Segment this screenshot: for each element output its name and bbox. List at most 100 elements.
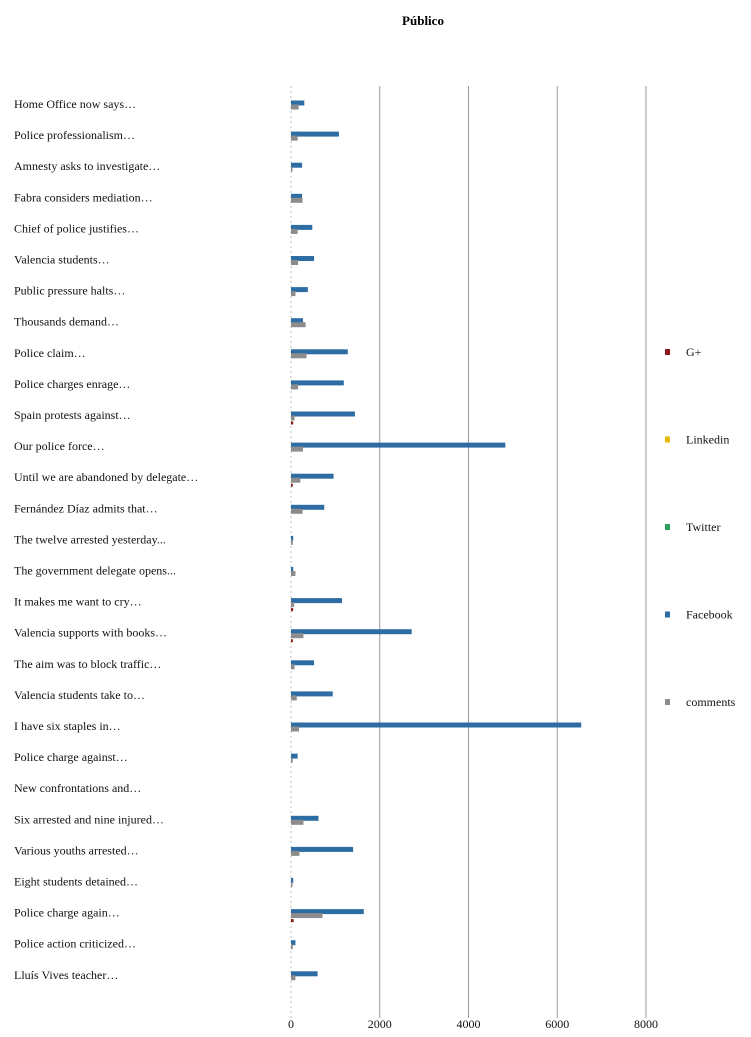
bar-comments-7 [291, 322, 306, 328]
x-axis-ticks: 0 2000 4000 6000 8000 [288, 1017, 658, 1031]
legend-swatch-comments [665, 699, 670, 705]
bar-comments-18 [291, 664, 295, 670]
category-label: Police claim… [14, 346, 86, 360]
bar-facebook-11 [291, 442, 506, 448]
chart-title: Público [402, 13, 444, 28]
category-label: Six arrested and nine injured… [14, 812, 164, 826]
bar-comments-6 [291, 291, 296, 297]
legend-label: G+ [686, 345, 702, 359]
bar-facebook-14 [291, 535, 294, 541]
bar-facebook-6 [291, 287, 308, 293]
bar-comments-11 [291, 446, 303, 452]
bar-facebook-23 [291, 815, 319, 821]
category-label: The government delegate opens... [14, 564, 176, 578]
bar-facebook-5 [291, 256, 315, 261]
bar-facebook-17 [291, 629, 412, 635]
bar-facebook-25 [291, 878, 294, 883]
legend-swatch-g [665, 349, 670, 355]
bar-comments-24 [291, 850, 300, 856]
x-tick-label: 4000 [457, 1017, 481, 1031]
bar-comments-10 [291, 415, 295, 421]
bar-facebook-21 [291, 753, 298, 759]
legend-label: Linkedin [686, 433, 729, 447]
category-label: Fabra considers mediation… [14, 190, 153, 204]
bar-comments-15 [291, 571, 296, 576]
category-label: Chief of police justifies… [14, 221, 139, 235]
bar-comments-1 [291, 135, 298, 141]
bar-g-16 [291, 608, 294, 612]
category-label: Eight students detained… [14, 875, 138, 889]
category-label: Police charges enrage… [14, 377, 130, 391]
bar-comments-16 [291, 602, 295, 608]
category-label: Spain protests against… [14, 408, 131, 422]
bar-comments-27 [291, 944, 293, 950]
bar-facebook-27 [291, 940, 296, 946]
bar-facebook-20 [291, 722, 582, 728]
legend-swatch-facebook [665, 611, 670, 618]
bar-comments-17 [291, 633, 304, 639]
bar-g-17 [291, 639, 293, 643]
bar-comments-23 [291, 819, 304, 825]
category-label: Thousands demand… [14, 315, 119, 329]
bar-comments-21 [291, 757, 293, 763]
legend: G+ Linkedin Twitter Facebook comments [665, 345, 736, 709]
bar-facebook-26 [291, 909, 364, 915]
category-label: Our police force… [14, 439, 105, 453]
bar-facebook-0 [291, 100, 305, 106]
category-label: The aim was to block traffic… [14, 657, 161, 671]
category-label: New confrontations and… [14, 781, 141, 795]
bar-facebook-15 [291, 567, 294, 572]
bar-g-12 [291, 483, 293, 487]
legend-label: Twitter [686, 520, 720, 534]
category-label: Valencia supports with books… [14, 626, 167, 640]
category-label: Until we are abandoned by delegate… [14, 470, 198, 484]
bar-comments-28 [291, 975, 296, 981]
category-label: Public pressure halts… [14, 284, 125, 298]
bar-comments-8 [291, 353, 307, 359]
bar-comments-12 [291, 477, 301, 483]
bar-comments-5 [291, 260, 299, 265]
bar-facebook-1 [291, 131, 339, 137]
legend-label: comments [686, 695, 736, 709]
category-label: Valencia students take to… [14, 688, 145, 702]
bar-facebook-24 [291, 846, 354, 852]
category-label: The twelve arrested yesterday... [14, 532, 166, 546]
category-label: Home Office now says… [14, 97, 136, 111]
legend-swatch-twitter [665, 524, 670, 530]
bar-facebook-2 [291, 162, 303, 168]
bar-comments-26 [291, 913, 323, 919]
bars [291, 100, 582, 981]
bar-facebook-18 [291, 660, 315, 666]
category-labels: Home Office now says… Police professional… [14, 97, 198, 982]
bar-comments-3 [291, 197, 303, 203]
bar-comments-4 [291, 228, 298, 234]
bar-comments-20 [291, 726, 299, 732]
bar-comments-13 [291, 508, 303, 514]
category-label: Police charge against… [14, 750, 128, 764]
category-label: Fernández Díaz admits that… [14, 501, 158, 515]
bar-comments-0 [291, 104, 299, 110]
category-label: It makes me want to cry… [14, 595, 142, 609]
bar-comments-19 [291, 695, 297, 701]
category-label: Police charge again… [14, 906, 120, 920]
legend-label: Facebook [686, 608, 733, 622]
bar-facebook-19 [291, 691, 333, 697]
x-tick-label: 2000 [368, 1017, 392, 1031]
bar-comments-25 [291, 882, 293, 887]
gridlines [290, 86, 647, 1018]
bar-facebook-13 [291, 504, 325, 510]
bar-g-26 [291, 919, 294, 923]
bar-facebook-8 [291, 349, 348, 355]
bar-facebook-3 [291, 193, 303, 199]
category-label: Valencia students… [14, 253, 110, 267]
x-tick-label: 6000 [545, 1017, 569, 1031]
bar-facebook-16 [291, 598, 343, 604]
bar-g-10 [291, 421, 294, 425]
bar-facebook-4 [291, 224, 313, 230]
category-label: Various youths arrested… [14, 843, 139, 857]
bar-facebook-7 [291, 318, 303, 324]
bar-facebook-28 [291, 971, 318, 977]
bar-facebook-12 [291, 473, 334, 479]
